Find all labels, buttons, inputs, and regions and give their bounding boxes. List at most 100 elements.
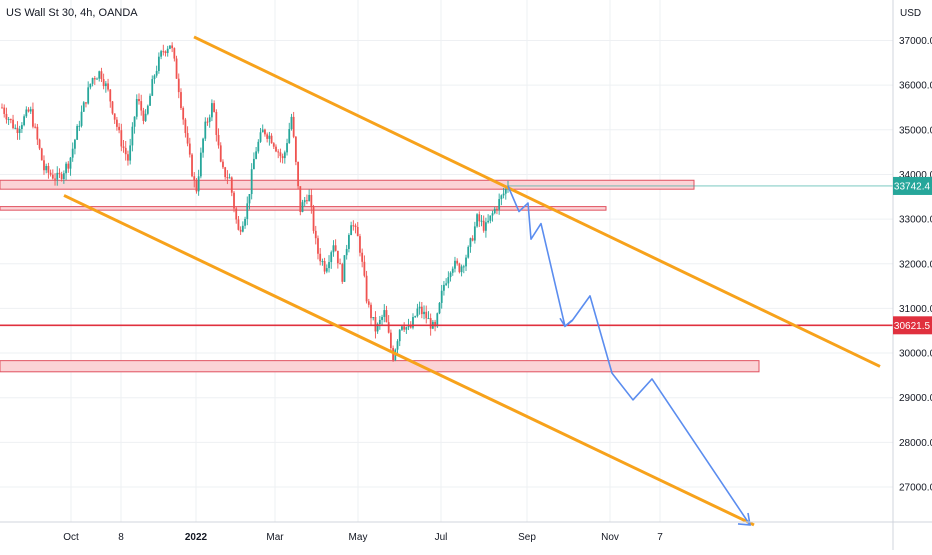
- candle-body: [12, 119, 14, 129]
- candle-body: [96, 78, 98, 80]
- candle-body: [425, 311, 428, 319]
- candle-body: [306, 200, 308, 202]
- candle-body: [85, 102, 87, 104]
- support-resistance-zone[interactable]: [0, 179, 695, 190]
- x-tick-label: Sep: [518, 532, 536, 543]
- candle-body: [294, 136, 297, 162]
- candle-body: [330, 252, 333, 263]
- x-tick-label: 7: [657, 532, 663, 543]
- candle-body: [71, 148, 74, 158]
- chart-title: US Wall St 30, 4h, OANDA: [6, 7, 138, 19]
- candle-body: [255, 151, 258, 159]
- candle-body: [496, 208, 498, 210]
- y-tick-label: 31000.0: [899, 304, 932, 315]
- candle-body: [383, 310, 386, 317]
- y-tick-label: 29000.0: [899, 393, 932, 404]
- candle-body: [208, 117, 211, 122]
- candle-body: [241, 225, 244, 232]
- y-tick-label: 27000.0: [899, 483, 932, 494]
- candle-body: [211, 103, 213, 118]
- y-tick-label: 35000.0: [899, 125, 932, 136]
- candle-body: [5, 113, 8, 120]
- zones[interactable]: [0, 179, 760, 373]
- candle-body: [235, 208, 238, 220]
- candle-body: [173, 48, 176, 59]
- candle-body: [58, 172, 61, 175]
- candle-body: [312, 207, 315, 231]
- y-tick-label: 37000.0: [899, 36, 932, 47]
- candle-body: [195, 180, 198, 192]
- candle-body: [182, 108, 185, 120]
- candle-body: [332, 245, 335, 253]
- x-tick-label: Jul: [435, 532, 448, 543]
- candle-body: [403, 326, 406, 330]
- candle-body: [478, 214, 481, 222]
- current-price-tag-text: 33742.4: [894, 181, 931, 192]
- candle-body: [149, 95, 151, 106]
- candle-body: [361, 252, 364, 262]
- drawings[interactable]: [0, 35, 893, 527]
- candle-body: [409, 325, 412, 328]
- candle-body: [222, 161, 224, 168]
- candle-body: [310, 194, 313, 208]
- support-resistance-zone[interactable]: [0, 360, 760, 373]
- candle-body: [471, 238, 474, 241]
- candle-body: [138, 98, 140, 102]
- candle-body: [297, 161, 299, 187]
- candle-body: [348, 235, 350, 249]
- candle-body: [350, 225, 353, 236]
- candle-body: [389, 332, 392, 349]
- projection-path[interactable]: [507, 185, 751, 526]
- candle-body: [341, 264, 344, 282]
- y-tick-label: 30000.0: [899, 349, 932, 360]
- grid: [0, 0, 893, 522]
- candle-body: [378, 319, 381, 324]
- x-tick-label: Oct: [63, 532, 79, 543]
- channel-lower-line[interactable]: [63, 194, 755, 527]
- candle-body: [374, 317, 377, 332]
- candle-body: [416, 308, 419, 317]
- candle-body: [76, 126, 79, 140]
- candle-body: [418, 306, 421, 309]
- x-tick-label: Nov: [601, 532, 619, 543]
- candle-body: [78, 125, 81, 127]
- candle-body: [325, 268, 328, 272]
- candle-body: [27, 109, 30, 112]
- candle-body: [171, 45, 174, 49]
- candle-body: [155, 70, 158, 76]
- candle-body: [381, 316, 383, 320]
- candle-body: [36, 126, 39, 140]
- candle-body: [228, 177, 231, 179]
- candle-body: [23, 116, 25, 126]
- candle-body: [215, 111, 218, 135]
- candle-body: [387, 322, 390, 333]
- candle-body: [323, 261, 326, 272]
- candle-body: [111, 101, 114, 114]
- candle-body: [454, 260, 456, 269]
- candle-body: [213, 103, 216, 112]
- candle-body: [396, 341, 399, 350]
- candle-body: [462, 266, 465, 268]
- candle-body: [500, 195, 503, 200]
- candle-body: [224, 167, 227, 178]
- candle-body: [250, 169, 253, 195]
- candle-body: [456, 260, 459, 264]
- candle-body: [67, 163, 70, 169]
- candle-body: [317, 238, 319, 254]
- candle-body: [268, 135, 271, 139]
- candle-body: [504, 189, 507, 194]
- candle-body: [49, 172, 52, 175]
- candle-body: [169, 45, 171, 49]
- candle-body: [319, 253, 322, 262]
- candle-body: [45, 165, 48, 171]
- candle-body: [230, 177, 233, 193]
- candle-body: [109, 89, 112, 102]
- candle-body: [328, 262, 330, 269]
- candle-body: [372, 317, 375, 319]
- channel-upper-line[interactable]: [193, 35, 881, 368]
- candle-body: [491, 213, 494, 216]
- candle-body: [9, 119, 12, 121]
- candle-body: [82, 102, 85, 112]
